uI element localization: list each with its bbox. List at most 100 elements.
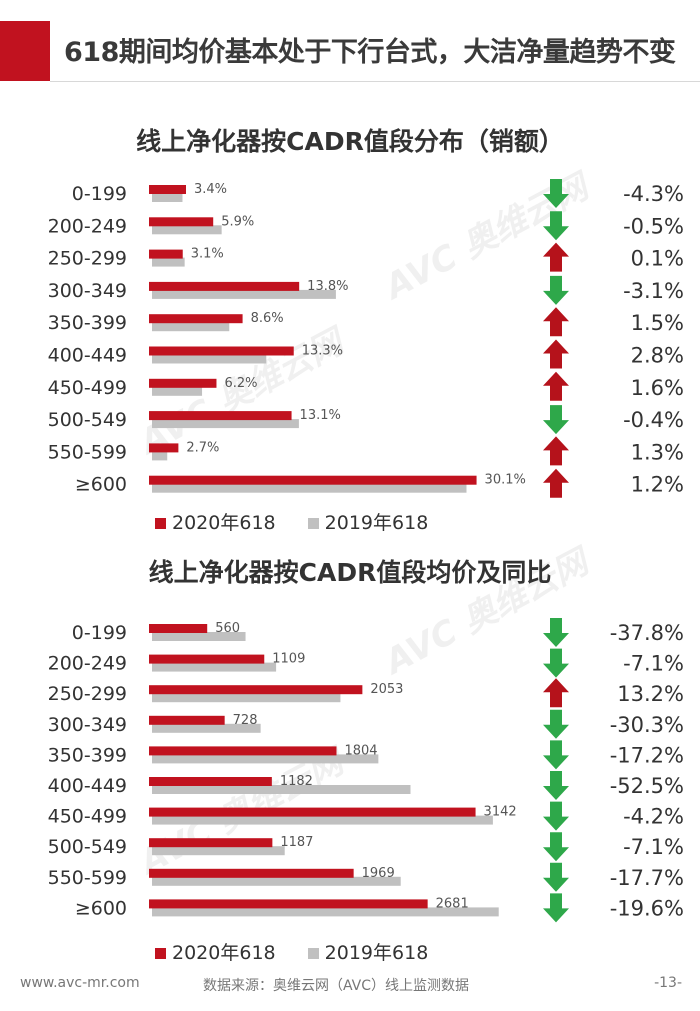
category-label: 200-249 <box>48 215 127 237</box>
category-label: 300-349 <box>48 714 127 736</box>
data-label: 1804 <box>344 743 377 758</box>
arrow-up-icon <box>543 307 569 337</box>
legend-swatch-gray <box>307 518 319 529</box>
category-label: 550-599 <box>48 867 127 889</box>
arrow-down-icon <box>543 405 569 435</box>
bar-2020 <box>149 899 428 909</box>
change-label: -7.1% <box>623 652 684 676</box>
bar-2019 <box>152 386 203 396</box>
data-label: 30.1% <box>485 473 526 488</box>
legend-item-2020: 2020年618 <box>155 512 276 534</box>
change-label: 0.1% <box>631 247 684 271</box>
category-label: 250-299 <box>48 683 127 705</box>
change-label: 1.2% <box>631 473 684 497</box>
bar-2019 <box>152 257 185 267</box>
data-label: 2053 <box>370 682 403 697</box>
chart-2-legend: 2020年618 2019年618 <box>155 938 454 965</box>
arrow-up-icon <box>543 339 569 369</box>
change-label: -0.5% <box>623 214 684 238</box>
category-label: 350-399 <box>48 312 127 334</box>
category-label: ≥600 <box>75 897 127 919</box>
bar-2020 <box>149 281 300 291</box>
bar-2020 <box>149 715 225 725</box>
arrow-down-icon <box>543 801 569 831</box>
bar-2019 <box>152 907 499 917</box>
bar-2019 <box>152 632 246 641</box>
arrow-down-icon <box>543 740 569 770</box>
bar-2019 <box>152 723 261 733</box>
change-label: 2.8% <box>631 344 684 368</box>
change-label: -4.2% <box>623 805 684 829</box>
category-label: ≥600 <box>75 474 127 496</box>
bar-2019 <box>152 354 267 364</box>
arrow-down-icon <box>543 275 569 305</box>
bar-2019 <box>152 662 277 672</box>
footer-website: www.avc-mr.com <box>20 975 140 991</box>
bar-2020 <box>149 746 337 756</box>
data-label: 2681 <box>436 896 469 911</box>
category-label: 500-549 <box>48 409 127 431</box>
chart-2: 0-199 560 -37.8% 200-249 1109 -7.1% 250-299 205… <box>48 618 684 923</box>
bar-2019 <box>152 193 183 202</box>
footer-page-number: -13- <box>654 975 682 991</box>
data-label: 2.7% <box>186 440 219 455</box>
arrow-up-icon <box>543 436 569 466</box>
bar-2019 <box>152 693 341 703</box>
change-label: -4.3% <box>623 182 684 206</box>
bar-2019 <box>152 289 336 299</box>
bar-2020 <box>149 443 179 453</box>
arrow-down-icon <box>543 211 569 241</box>
header-divider <box>50 81 700 82</box>
arrow-up-icon <box>543 371 569 401</box>
category-label: 300-349 <box>48 280 127 302</box>
change-label: -0.4% <box>623 408 684 432</box>
change-label: 1.6% <box>631 376 684 400</box>
legend-item-2020: 2020年618 <box>155 942 276 964</box>
change-label: -7.1% <box>623 835 684 859</box>
bar-2019 <box>152 483 467 493</box>
chart-2-title: 线上净化器按CADR值段均价及同比 <box>148 558 552 587</box>
bar-2020 <box>149 249 183 259</box>
header-accent-block <box>0 21 50 81</box>
category-label: 0-199 <box>72 183 127 205</box>
data-label: 13.3% <box>302 344 343 359</box>
bar-2020 <box>149 346 294 356</box>
category-label: 450-499 <box>48 806 127 828</box>
bar-2020 <box>149 654 265 664</box>
arrow-down-icon <box>543 179 569 208</box>
bar-2020 <box>149 411 292 421</box>
data-label: 5.9% <box>221 214 254 229</box>
data-label: 3.4% <box>194 182 227 197</box>
chart-1: 0-199 3.4% -4.3% 200-249 5.9% -0.5% 250-299 3.1… <box>48 179 684 498</box>
legend-swatch-red <box>155 518 166 529</box>
legend-label: 2019年618 <box>324 942 429 964</box>
arrow-up-icon <box>543 468 569 498</box>
bar-2020 <box>149 868 354 878</box>
category-label: 350-399 <box>48 744 127 766</box>
bar-2019 <box>152 846 285 856</box>
bar-2020 <box>149 217 214 227</box>
bar-2020 <box>149 777 272 786</box>
arrow-down-icon <box>543 618 569 647</box>
arrow-up-icon <box>543 678 569 708</box>
change-label: 13.2% <box>617 682 684 706</box>
chart-1-title: 线上净化器按CADR值段分布（销额） <box>136 127 564 156</box>
arrow-down-icon <box>543 893 569 923</box>
legend-label: 2020年618 <box>172 942 276 964</box>
chart-1-legend: 2020年618 2019年618 <box>155 508 454 535</box>
data-label: 3.1% <box>191 247 224 262</box>
change-label: 1.3% <box>631 440 684 464</box>
category-label: 200-249 <box>48 653 127 675</box>
arrow-down-icon <box>543 771 569 800</box>
bar-2020 <box>149 314 243 324</box>
change-label: -30.3% <box>610 713 684 737</box>
bar-2020 <box>149 185 186 194</box>
arrow-down-icon <box>543 648 569 678</box>
arrow-down-icon <box>543 862 569 892</box>
bar-2020 <box>149 624 208 633</box>
change-label: -37.8% <box>610 621 684 645</box>
change-label: -52.5% <box>610 774 684 798</box>
category-label: 450-499 <box>48 377 127 399</box>
arrow-up-icon <box>543 242 569 272</box>
change-label: 1.5% <box>631 311 684 335</box>
